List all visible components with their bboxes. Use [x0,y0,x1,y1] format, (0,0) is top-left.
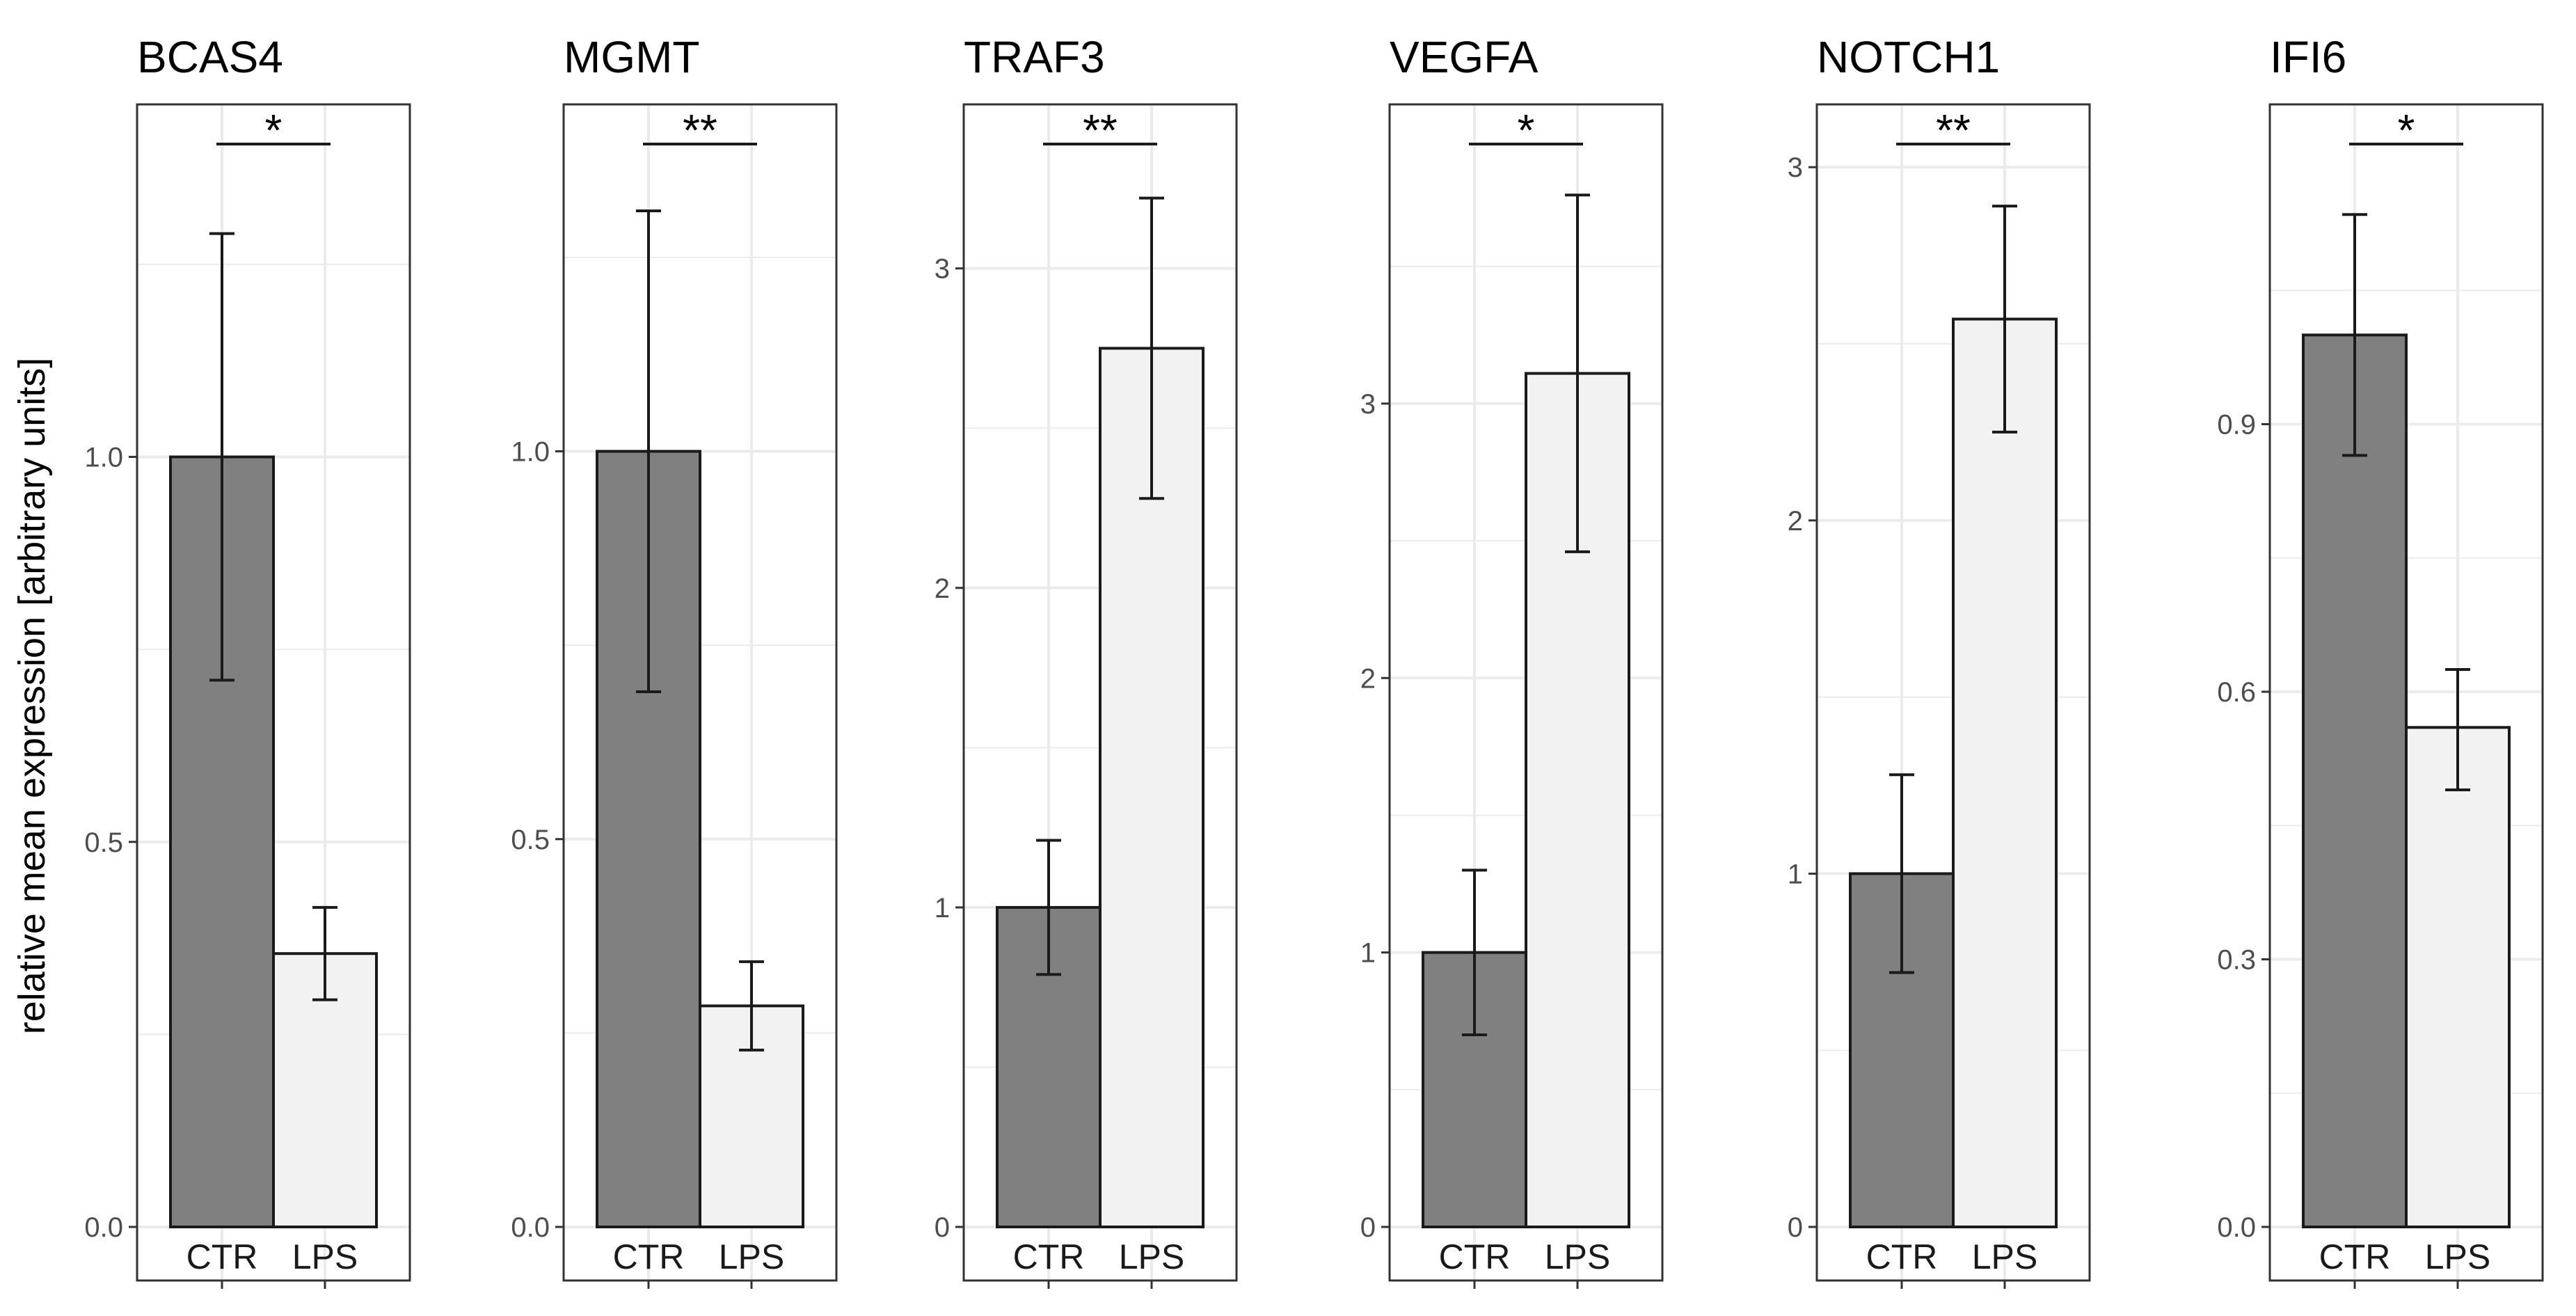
x-tick-label: CTR [1439,1237,1511,1276]
x-tick-label: LPS [292,1237,358,1276]
bar-lps [1952,317,2058,1229]
panel-frame [562,103,838,1282]
significance-label: * [265,105,283,155]
y-tick-label: 0 [1788,1212,1803,1243]
panel-title: VEGFA [1390,32,1539,82]
y-tick-label: 0.6 [2217,677,2256,708]
y-tick-label: 0.0 [511,1212,550,1243]
y-tick-label: 3 [935,254,950,285]
significance-label: * [1518,105,1535,155]
panel-title: NOTCH1 [1817,32,2000,82]
y-tick-label: 3 [1788,152,1803,183]
y-tick-label: 0.9 [2217,410,2256,441]
x-tick-label: CTR [1013,1237,1085,1276]
y-tick-label: 1 [1360,938,1376,969]
y-tick-label: 0 [1360,1212,1376,1243]
panel-title: BCAS4 [137,32,283,82]
x-tick-label: CTR [186,1237,258,1276]
x-tick-label: LPS [1119,1237,1185,1276]
x-tick-label: LPS [2425,1237,2491,1276]
panel-bcas4: BCAS4 * 0.0 0.5 1.0 CTR LPS [84,32,411,1289]
panel-frame [1388,103,1664,1282]
y-axis-label: relative mean expression [arbitrary unit… [11,358,53,1034]
significance-label: ** [1083,105,1118,155]
x-tick-label: CTR [1866,1237,1938,1276]
panel-title: IFI6 [2270,32,2346,82]
y-tick-label: 2 [1788,506,1803,537]
bar-ctr [2302,333,2408,1228]
panel-frame [1815,103,2091,1282]
y-tick-label: 1 [935,893,950,923]
y-tick-label: 2 [1360,663,1376,694]
y-tick-label: 0.0 [2217,1212,2256,1243]
panel-frame [962,103,1238,1282]
significance-label: ** [683,105,717,155]
y-tick-label: 3 [1360,389,1376,420]
panel-notch1: NOTCH1 ** 0 1 2 3 CTR LPS [1788,32,2091,1289]
panel-ifi6: IFI6 * 0.0 0.3 0.6 0.9 CTR LPS [2217,32,2544,1289]
x-tick-label: LPS [719,1237,785,1276]
y-tick-label: 2 [935,573,950,604]
y-tick-label: 1.0 [511,437,550,468]
significance-label: ** [1936,105,1971,155]
panel-vegfa: VEGFA * 0 1 2 3 CTR LPS [1360,32,1664,1289]
panel-frame [136,103,411,1282]
y-tick-label: 0.3 [2217,945,2256,976]
x-tick-label: CTR [613,1237,685,1276]
bar-lps [2405,726,2511,1229]
y-tick-label: 0.5 [511,825,550,855]
y-tick-label: 1.0 [84,443,123,473]
panel-title: MGMT [564,32,700,82]
panel-title: TRAF3 [964,32,1105,82]
y-tick-label: 1 [1788,859,1803,889]
y-tick-label: 0 [935,1212,950,1243]
y-tick-label: 0.5 [84,827,123,858]
panel-mgmt: MGMT ** 0.0 0.5 1.0 CTR LPS [511,32,838,1289]
panel-traf3: TRAF3 ** 0 1 2 3 CTR LPS [935,32,1238,1289]
significance-label: * [2398,105,2415,155]
x-tick-label: LPS [1972,1237,2038,1276]
x-tick-label: LPS [1545,1237,1611,1276]
x-tick-label: CTR [2319,1237,2391,1276]
y-tick-label: 0.0 [84,1212,123,1243]
